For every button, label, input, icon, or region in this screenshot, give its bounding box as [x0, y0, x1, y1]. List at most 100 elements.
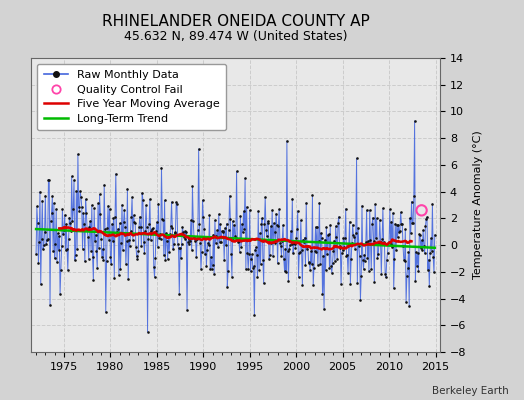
- Point: [391, 220, 399, 227]
- Point: [290, 239, 298, 246]
- Point: [337, 280, 345, 287]
- Point: [162, 230, 170, 236]
- Point: [223, 284, 232, 290]
- Point: [331, 258, 339, 264]
- Point: [136, 224, 145, 230]
- Point: [72, 188, 81, 194]
- Point: [325, 265, 334, 272]
- Point: [254, 208, 263, 214]
- Point: [242, 266, 250, 272]
- Point: [248, 251, 256, 258]
- Point: [46, 302, 54, 308]
- Point: [34, 260, 42, 266]
- Point: [238, 221, 246, 228]
- Point: [139, 196, 147, 203]
- Point: [95, 244, 103, 251]
- Point: [368, 214, 377, 221]
- Point: [166, 230, 174, 237]
- Point: [397, 220, 406, 227]
- Point: [384, 240, 392, 246]
- Point: [32, 203, 41, 210]
- Point: [379, 241, 388, 247]
- Point: [394, 221, 402, 228]
- Point: [111, 213, 119, 220]
- Point: [386, 241, 395, 248]
- Point: [295, 250, 303, 256]
- Point: [204, 242, 213, 248]
- Point: [241, 175, 249, 182]
- Point: [159, 217, 167, 223]
- Point: [318, 234, 326, 241]
- Point: [348, 240, 356, 246]
- Point: [113, 229, 122, 235]
- Point: [228, 218, 237, 225]
- Point: [148, 226, 156, 232]
- Point: [170, 241, 178, 248]
- Point: [246, 268, 255, 274]
- Point: [118, 202, 126, 208]
- Point: [200, 225, 208, 232]
- Point: [217, 228, 226, 234]
- Point: [413, 262, 421, 269]
- Point: [238, 229, 247, 236]
- Point: [396, 228, 404, 234]
- Point: [231, 232, 239, 239]
- Point: [259, 280, 268, 287]
- Point: [52, 206, 60, 212]
- Point: [392, 247, 400, 253]
- Point: [293, 208, 302, 214]
- Point: [284, 278, 292, 284]
- Text: Berkeley Earth: Berkeley Earth: [432, 386, 508, 396]
- Point: [136, 214, 144, 220]
- Point: [97, 236, 105, 242]
- Point: [99, 246, 107, 252]
- Point: [32, 250, 40, 257]
- Point: [209, 262, 217, 269]
- Point: [367, 266, 376, 272]
- Point: [343, 252, 352, 258]
- Point: [376, 217, 384, 223]
- Point: [147, 228, 156, 234]
- Point: [232, 168, 241, 174]
- Point: [303, 243, 312, 249]
- Point: [190, 234, 198, 240]
- Point: [206, 266, 214, 273]
- Point: [131, 220, 139, 226]
- Point: [333, 256, 342, 262]
- Point: [370, 279, 378, 285]
- Point: [373, 254, 381, 261]
- Point: [348, 222, 357, 228]
- Point: [353, 280, 362, 286]
- Point: [195, 220, 204, 227]
- Point: [313, 224, 321, 230]
- Point: [174, 245, 183, 252]
- Point: [96, 210, 104, 217]
- Point: [392, 222, 401, 228]
- Point: [184, 236, 193, 242]
- Point: [118, 247, 127, 253]
- Point: [339, 235, 347, 241]
- Point: [95, 191, 104, 198]
- Point: [191, 235, 200, 242]
- Point: [209, 231, 217, 238]
- Point: [406, 215, 414, 221]
- Point: [335, 242, 344, 249]
- Point: [303, 246, 311, 252]
- Point: [424, 256, 433, 263]
- Point: [309, 282, 318, 288]
- Point: [92, 232, 100, 238]
- Point: [78, 204, 86, 210]
- Point: [76, 188, 84, 194]
- Point: [88, 202, 96, 208]
- Point: [156, 231, 164, 238]
- Point: [70, 177, 78, 183]
- Point: [212, 240, 220, 246]
- Point: [71, 257, 79, 264]
- Point: [412, 249, 420, 255]
- Point: [213, 227, 222, 234]
- Point: [183, 306, 191, 313]
- Point: [219, 228, 227, 235]
- Point: [79, 210, 88, 216]
- Point: [36, 188, 44, 195]
- Point: [126, 228, 135, 234]
